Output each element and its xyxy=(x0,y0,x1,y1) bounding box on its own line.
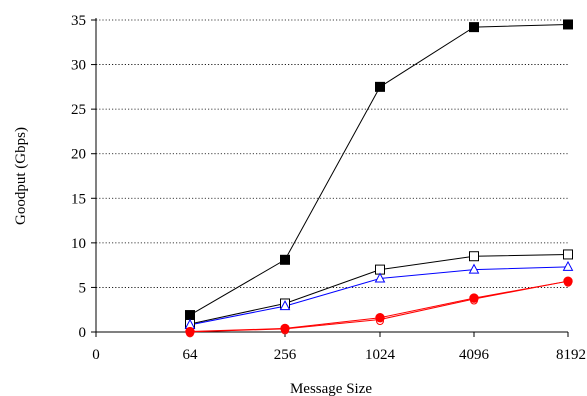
point-marker xyxy=(375,81,385,92)
y-tick-label: 5 xyxy=(79,280,87,296)
point-marker xyxy=(186,329,194,338)
x-tick-label: 256 xyxy=(274,347,297,363)
y-tick-label: 10 xyxy=(71,236,86,252)
y-tick-label: 0 xyxy=(79,325,87,341)
point-marker xyxy=(563,19,573,30)
point-marker xyxy=(562,260,574,271)
point-marker xyxy=(185,326,195,337)
point-marker xyxy=(470,296,478,305)
point-marker xyxy=(185,310,195,321)
point-marker xyxy=(376,317,384,326)
x-tick-label: 8192 xyxy=(556,347,586,363)
point-marker xyxy=(280,254,290,265)
point-marker xyxy=(469,22,479,33)
point-marker xyxy=(469,293,479,303)
grid xyxy=(96,19,568,288)
point-marker xyxy=(279,300,291,311)
x-tick-label: 64 xyxy=(183,347,199,363)
point-marker xyxy=(563,276,573,286)
tick-labels: 0 5 10 15 20 25 30 35 0 64 256 1024 4096 8192 xyxy=(71,13,586,363)
point-marker xyxy=(374,272,386,283)
y-tick-label: 30 xyxy=(71,58,86,74)
y-axis-label: Goodput (Gbps) xyxy=(13,127,29,225)
y-tick-label: 25 xyxy=(71,102,86,118)
point-marker xyxy=(469,251,479,262)
x-tick-label: 0 xyxy=(92,347,100,363)
series-lines xyxy=(189,23,569,333)
point-marker xyxy=(468,263,480,274)
y-tick-label: 35 xyxy=(71,13,86,29)
data-markers xyxy=(184,19,574,338)
x-tick-label: 4096 xyxy=(459,347,490,363)
point-marker xyxy=(280,323,290,334)
y-tick-label: 15 xyxy=(71,191,86,207)
point-marker xyxy=(563,249,573,260)
x-tick-label: 1024 xyxy=(365,347,396,363)
y-tick-label: 20 xyxy=(71,147,86,163)
point-marker xyxy=(564,278,572,287)
axes xyxy=(91,18,569,337)
x-axis-label: Message Size xyxy=(290,381,372,396)
point-marker xyxy=(281,326,289,335)
